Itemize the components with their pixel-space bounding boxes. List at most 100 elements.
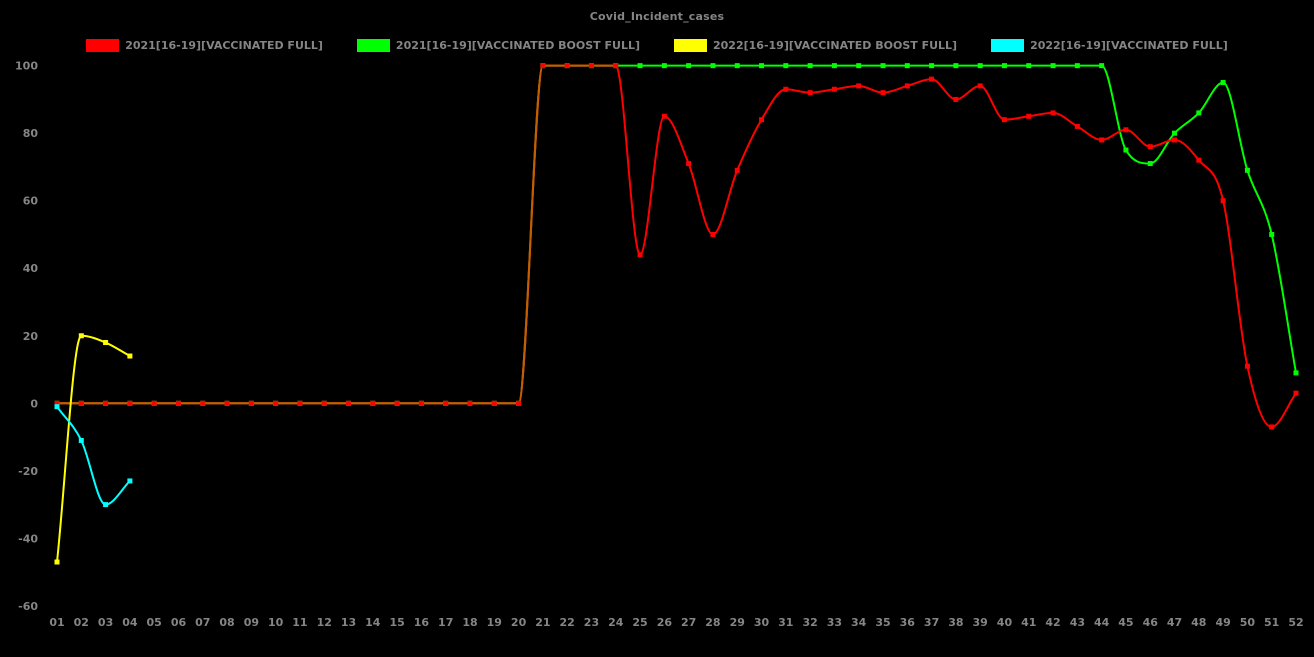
series-marker-red <box>1001 117 1007 123</box>
series-marker-green <box>637 63 643 69</box>
series-marker-green <box>1244 167 1250 173</box>
x-tick-label: 09 <box>244 616 259 629</box>
legend-label: 2021[16-19][VACCINATED BOOST FULL] <box>395 39 640 52</box>
x-tick-label: 50 <box>1240 616 1256 629</box>
legend-item-2021-vaccinated-full[interactable]: 2021[16-19][VACCINATED FULL] <box>86 39 323 52</box>
x-tick-label: 32 <box>802 616 817 629</box>
x-tick-label: 06 <box>171 616 187 629</box>
legend-swatch-yellow <box>674 39 707 52</box>
x-tick-label: 12 <box>317 616 332 629</box>
series-marker-green <box>1269 231 1275 237</box>
overlap-line-red-green <box>56 64 616 405</box>
series-marker-red <box>1293 390 1299 396</box>
series-marker-red <box>856 83 862 89</box>
series-marker-green <box>1196 110 1202 116</box>
series-marker-red <box>759 117 765 123</box>
series-marker-red <box>516 400 522 406</box>
series-marker-green <box>1147 161 1153 167</box>
series-marker-yellow <box>103 340 109 346</box>
x-tick-label: 42 <box>1045 616 1060 629</box>
series-marker-green <box>1099 63 1105 69</box>
x-tick-label: 47 <box>1167 616 1182 629</box>
series-marker-red <box>929 76 935 82</box>
x-tick-label: 35 <box>875 616 890 629</box>
series-marker-red <box>661 113 667 119</box>
series-marker-red <box>127 400 133 406</box>
series-marker-green <box>929 63 935 69</box>
series-marker-red <box>613 63 619 69</box>
legend-label: 2021[16-19][VACCINATED FULL] <box>125 39 323 52</box>
series-marker-red <box>273 400 279 406</box>
series-marker-green <box>686 63 692 69</box>
series-marker-green <box>807 63 813 69</box>
x-tick-label: 22 <box>560 616 575 629</box>
series-marker-red <box>78 400 84 406</box>
x-tick-label: 20 <box>511 616 527 629</box>
series-marker-red <box>977 83 983 89</box>
series-marker-red <box>1220 198 1226 204</box>
series-marker-red <box>443 400 449 406</box>
series-marker-red <box>807 90 813 96</box>
series-marker-red <box>467 400 473 406</box>
series-marker-green <box>1172 130 1178 136</box>
series-marker-red <box>103 400 109 406</box>
legend-item-2021-vaccinated-boost-full[interactable]: 2021[16-19][VACCINATED BOOST FULL] <box>356 39 640 52</box>
x-tick-label: 34 <box>851 616 867 629</box>
x-tick-label: 10 <box>268 616 284 629</box>
series-marker-red <box>734 167 740 173</box>
y-tick-label: 40 <box>23 262 39 275</box>
legend: 2021[16-19][VACCINATED FULL] 2021[16-19]… <box>0 39 1314 52</box>
legend-label: 2022[16-19][VACCINATED FULL] <box>1030 39 1228 52</box>
series-marker-red <box>297 400 303 406</box>
series-marker-green <box>783 63 789 69</box>
x-tick-label: 13 <box>341 616 356 629</box>
series-marker-red <box>686 161 692 167</box>
x-tick-label: 21 <box>535 616 550 629</box>
x-tick-label: 37 <box>924 616 939 629</box>
series-marker-cyan <box>78 437 84 443</box>
x-tick-label: 23 <box>584 616 599 629</box>
series-marker-red <box>588 63 594 69</box>
legend-item-2022-vaccinated-boost-full[interactable]: 2022[16-19][VACCINATED BOOST FULL] <box>674 39 957 52</box>
x-tick-label: 17 <box>438 616 453 629</box>
x-tick-label: 40 <box>997 616 1013 629</box>
x-tick-label: 19 <box>487 616 502 629</box>
series-marker-yellow <box>78 333 84 339</box>
series-marker-red <box>1123 127 1129 133</box>
series-marker-red <box>418 400 424 406</box>
series-marker-green <box>856 63 862 69</box>
x-tick-label: 08 <box>219 616 234 629</box>
y-tick-label: 80 <box>23 127 39 140</box>
series-marker-red <box>248 400 254 406</box>
y-tick-label: 100 <box>15 60 38 73</box>
series-marker-red <box>1196 157 1202 163</box>
series-marker-green <box>661 63 667 69</box>
x-tick-label: 49 <box>1215 616 1230 629</box>
x-tick-label: 29 <box>730 616 745 629</box>
x-tick-label: 36 <box>900 616 916 629</box>
series-marker-green <box>977 63 983 69</box>
series-marker-green <box>880 63 886 69</box>
y-tick-label: 60 <box>23 195 39 208</box>
series-marker-red <box>346 400 352 406</box>
x-tick-label: 31 <box>778 616 793 629</box>
series-marker-cyan <box>103 502 109 508</box>
series-marker-red <box>1172 137 1178 143</box>
series-marker-green <box>1123 147 1129 153</box>
x-tick-label: 16 <box>414 616 430 629</box>
series-marker-green <box>904 63 910 69</box>
series-line-2021-vaccinated-boost-full <box>56 64 1297 405</box>
series-marker-red <box>151 400 157 406</box>
legend-swatch-green <box>356 39 390 52</box>
series-marker-red <box>880 90 886 96</box>
series-marker-red <box>953 96 959 102</box>
x-tick-label: 25 <box>632 616 647 629</box>
x-tick-label: 07 <box>195 616 210 629</box>
x-tick-label: 43 <box>1070 616 1085 629</box>
x-tick-label: 45 <box>1118 616 1133 629</box>
x-tick-label: 02 <box>74 616 89 629</box>
legend-swatch-cyan <box>991 39 1025 52</box>
series-line-2021-vaccinated-full <box>56 64 1297 428</box>
legend-item-2022-vaccinated-full[interactable]: 2022[16-19][VACCINATED FULL] <box>991 39 1228 52</box>
